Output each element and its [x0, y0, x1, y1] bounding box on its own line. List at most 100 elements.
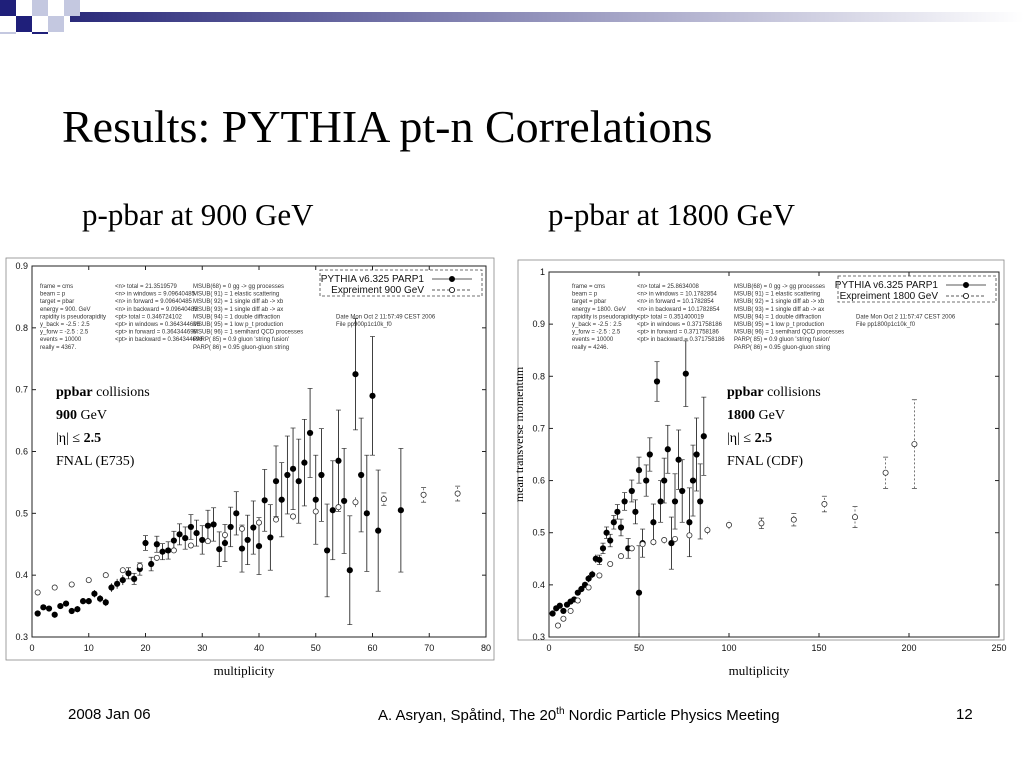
info-line: <pt> in backward = 0.364344698	[115, 337, 203, 343]
legend-box	[319, 269, 483, 297]
x-tick-label: 20	[140, 643, 150, 653]
experiment-point	[255, 519, 262, 526]
pythia-point	[614, 508, 621, 515]
info-line: target = pbar	[572, 299, 606, 305]
info-line: <pt> in forward = 0.371758186	[637, 330, 720, 336]
info-line: MSUB( 95) = 1 low p_t production	[193, 322, 283, 328]
pythia-point	[85, 598, 92, 605]
pythia-point	[560, 607, 567, 615]
pythia-point	[199, 536, 206, 544]
pythia-point	[603, 529, 610, 536]
pythia-point	[159, 548, 166, 555]
experiment-point	[102, 572, 109, 579]
x-tick-label: 0	[29, 643, 34, 653]
pythia-point	[363, 510, 370, 517]
experiment-point	[758, 520, 765, 527]
info-line: MSUB(68) = 0 gg -> gg processes	[193, 284, 284, 290]
pythia-point	[40, 604, 47, 611]
pythia-point	[617, 524, 625, 531]
legend-entry-label: Expreiment 900 GeV	[331, 285, 424, 296]
pythia-point	[635, 589, 643, 596]
deco-square	[16, 16, 32, 32]
info-line: <n> in forward = 10.1782854	[637, 299, 715, 305]
x-tick-label: 40	[254, 643, 264, 653]
experiment-point	[555, 622, 562, 629]
pythia-point	[255, 543, 263, 550]
annotation-900-gev: ppbar collisions 900 GeV |η| ≤ 2.5 FNAL …	[56, 381, 150, 473]
info-line: really = 4367.	[40, 345, 77, 351]
pythia-point	[221, 539, 229, 547]
annotation-line-eta: |η| ≤ 2.5	[727, 431, 773, 446]
pythia-point	[148, 560, 155, 568]
y-tick-label: 0.8	[15, 323, 28, 333]
x-axis-label: multiplicity	[214, 663, 275, 678]
footer-date: 2008 Jan 06	[68, 706, 151, 723]
x-tick-label: 50	[634, 643, 644, 653]
deco-square	[0, 32, 16, 34]
x-tick-label: 100	[721, 643, 736, 653]
experiment-point	[650, 539, 657, 546]
pythia-point	[261, 497, 268, 504]
pythia-point	[182, 534, 189, 542]
plot-frame	[5, 257, 495, 661]
pythia-point	[62, 600, 70, 607]
annotation-line-eta: |η| ≤ 2.5	[56, 431, 102, 446]
info-line: frame = cms	[40, 284, 73, 290]
info-line: PARP( 85) = 0.9 gluon 'string fusion'	[734, 337, 830, 343]
experiment-point	[51, 584, 58, 591]
pythia-point	[352, 371, 359, 378]
pythia-point	[278, 496, 285, 503]
y-tick-label: 0.5	[532, 528, 545, 538]
info-line: MSUB( 96) = 1 semihard QCD processes	[193, 330, 303, 336]
pythia-point	[125, 570, 132, 577]
info-line: MSUB( 94) = 1 double diffraction	[193, 314, 280, 320]
experiment-point	[238, 525, 245, 532]
pythia-point	[306, 429, 314, 437]
info-line: <pt> in backward = 0.371758186	[637, 337, 725, 343]
pythia-point	[632, 508, 639, 515]
x-axis-label: multiplicity	[729, 663, 790, 678]
pythia-point	[289, 465, 297, 472]
pythia-point	[227, 523, 234, 531]
pythia-point	[284, 471, 291, 479]
pythia-point	[131, 575, 138, 582]
experiment-point	[273, 516, 280, 523]
info-line: events = 10000	[572, 337, 614, 343]
experiment-point	[911, 441, 918, 448]
pythia-point	[335, 457, 342, 464]
pythia-point	[686, 519, 693, 526]
pythia-point	[187, 523, 194, 531]
pythia-point	[657, 498, 664, 505]
pythia-point	[693, 451, 700, 458]
annotation-line-collisions: ppbar collisions	[727, 385, 821, 400]
pythia-point	[653, 378, 661, 385]
subtitle-1800-gev: p-pbar at 1800 GeV	[548, 197, 796, 232]
experiment-point	[628, 545, 635, 552]
y-tick-label: 0.6	[532, 476, 545, 486]
legend-entry-marker	[962, 282, 969, 289]
experiment-point	[618, 553, 625, 560]
pythia-point	[556, 602, 563, 609]
pythia-point	[91, 590, 98, 597]
experiment-point	[187, 542, 194, 549]
experiment-point	[596, 572, 603, 579]
info-line: rapidity is pseudorapidity	[572, 314, 638, 320]
y-tick-label: 0.6	[15, 447, 28, 457]
experiment-point	[153, 554, 160, 561]
chart-1800-gev: 0 50 100 150 200 250 0.3 0.4 0.5 0.6 0.7 0.8 0.9 1 fra…	[512, 259, 1007, 678]
experiment-point	[68, 581, 75, 588]
pythia-point	[585, 575, 592, 582]
info-line: File pp1800p1c10k_f0	[856, 322, 916, 328]
pythia-point	[114, 580, 121, 587]
experiment-point	[661, 537, 668, 544]
experiment-point	[312, 508, 319, 515]
legend-entry-marker	[962, 293, 969, 300]
pythia-point	[664, 446, 671, 453]
pythia-point	[375, 527, 382, 534]
experiment-point	[585, 584, 592, 591]
experiment-point	[851, 514, 858, 521]
info-line: <pt> in forward = 0.364344698	[115, 330, 198, 336]
pythia-point	[57, 602, 64, 610]
pythia-point	[689, 477, 697, 484]
